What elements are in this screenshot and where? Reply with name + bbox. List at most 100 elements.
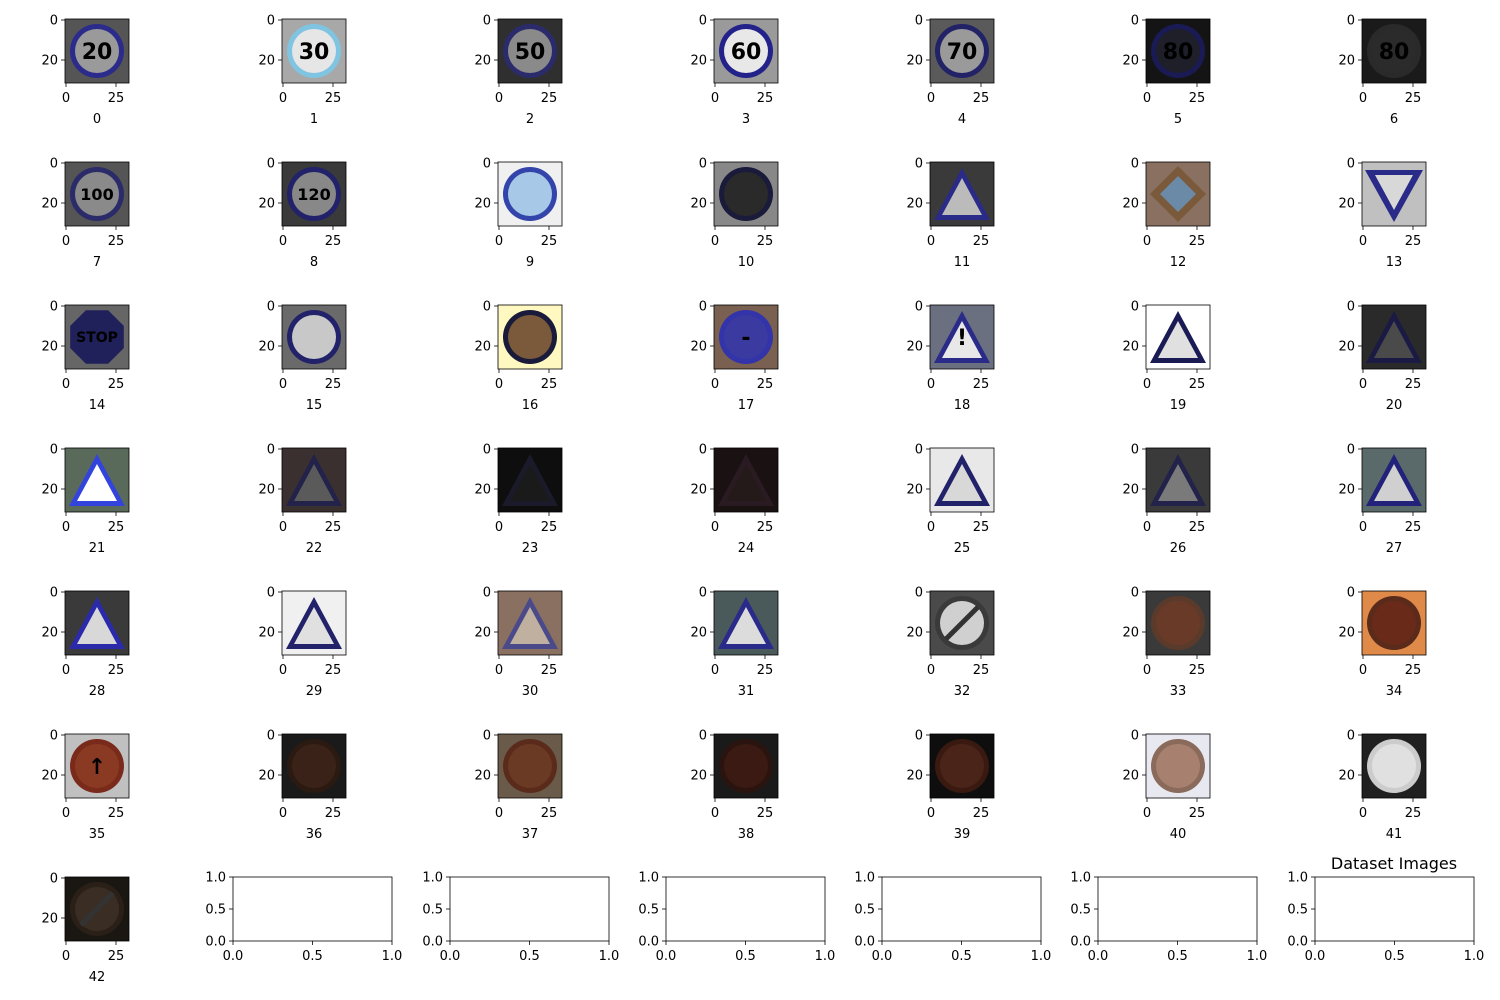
- y-tick-label: 0.0: [1287, 935, 1308, 950]
- image-panel: 0 25 0 20 11: [906, 157, 995, 270]
- x-tick-label: 25: [108, 663, 125, 678]
- y-tick-label: 0.5: [1287, 903, 1308, 918]
- image-panel: 0 25 0 20 30: [474, 586, 563, 699]
- y-tick-label: 0: [1131, 443, 1139, 458]
- y-tick-label: 0: [1131, 157, 1139, 172]
- x-tick-label: 0.0: [656, 949, 677, 964]
- sign-face: [1160, 176, 1196, 212]
- axes-frame: [713, 18, 779, 84]
- class-label: 4: [958, 112, 966, 127]
- axes-frame: [497, 733, 563, 799]
- sign-glyph: 30: [299, 40, 330, 65]
- axes-frame: [1145, 304, 1211, 370]
- axes-frame: [1314, 876, 1475, 942]
- class-label: 29: [306, 684, 323, 699]
- y-tick-label: 0: [483, 729, 491, 744]
- x-tick-label: 25: [325, 806, 342, 821]
- y-tick-label: 0: [1347, 443, 1355, 458]
- axes-frame: [929, 304, 995, 370]
- x-tick-label: 25: [108, 806, 125, 821]
- y-tick-label: 0: [699, 729, 707, 744]
- class-label: 35: [89, 827, 106, 842]
- y-tick-label: 0.0: [638, 935, 659, 950]
- x-tick-label: 25: [973, 91, 990, 106]
- axes-frame: [497, 18, 563, 84]
- x-tick-label: 25: [108, 377, 125, 392]
- x-tick-label: 0: [279, 91, 287, 106]
- class-label: 37: [522, 827, 539, 842]
- sign-glyph: 120: [297, 185, 330, 204]
- axes-frame: [281, 161, 347, 227]
- axes-frame: [281, 304, 347, 370]
- image-panel: 0 25 0 20 28: [41, 586, 130, 699]
- sign-face: [294, 464, 334, 501]
- image-panel: ! 0 25 0 20 18: [906, 300, 995, 413]
- y-tick-label: 20: [41, 483, 58, 498]
- y-tick-label: 20: [690, 769, 707, 784]
- axes-frame: [1361, 18, 1427, 84]
- sign-glyph: 100: [80, 185, 113, 204]
- image-panel: 0 25 0 20 19: [1122, 300, 1211, 413]
- x-tick-label: 0.0: [440, 949, 461, 964]
- y-tick-label: 20: [474, 626, 491, 641]
- image-panel: 0 25 0 20 36: [258, 729, 347, 842]
- class-label: 26: [1170, 541, 1187, 556]
- y-tick-label: 0.0: [422, 935, 443, 950]
- y-tick-label: 1.0: [205, 871, 226, 886]
- y-tick-label: 1.0: [638, 871, 659, 886]
- y-tick-label: 0: [1347, 300, 1355, 315]
- axes-frame: [64, 447, 130, 513]
- sign-glyph: !: [957, 326, 967, 351]
- class-label: 28: [89, 684, 106, 699]
- class-label: 21: [89, 541, 106, 556]
- y-tick-label: 20: [258, 197, 275, 212]
- y-tick-label: 0: [267, 157, 275, 172]
- x-tick-label: 0: [927, 806, 935, 821]
- axes-frame: [1361, 447, 1427, 513]
- y-tick-label: 1.0: [854, 871, 875, 886]
- x-tick-label: 1.0: [1247, 949, 1268, 964]
- axes-frame: [713, 590, 779, 656]
- x-tick-label: 25: [108, 91, 125, 106]
- x-tick-label: 25: [757, 377, 774, 392]
- x-tick-label: 25: [1405, 377, 1422, 392]
- sign-face: [75, 172, 119, 216]
- image-panel: 0 25 0 20 29: [258, 586, 347, 699]
- sign-face: [1156, 744, 1200, 788]
- axes-frame: [929, 733, 995, 799]
- sign-face: [292, 172, 336, 216]
- image-panel: 80 0 25 0 20 5: [1122, 14, 1211, 127]
- image-panel: 0 25 0 20 16: [474, 300, 563, 413]
- y-tick-label: 0: [483, 443, 491, 458]
- class-label: 18: [954, 398, 971, 413]
- axes-frame: [281, 447, 347, 513]
- y-tick-label: 20: [41, 769, 58, 784]
- axes-frame: [1361, 304, 1427, 370]
- class-label: 23: [522, 541, 539, 556]
- class-label: 6: [1390, 112, 1398, 127]
- y-tick-label: 0: [50, 14, 58, 29]
- y-tick-label: 20: [690, 197, 707, 212]
- sign-face: [292, 744, 336, 788]
- y-tick-label: 0: [50, 443, 58, 458]
- x-tick-label: 0: [1359, 377, 1367, 392]
- x-tick-label: 25: [1189, 806, 1206, 821]
- class-label: 31: [738, 684, 755, 699]
- axes-frame: [1145, 161, 1211, 227]
- class-label: 1: [310, 112, 318, 127]
- sign-face: [294, 607, 334, 644]
- axes-frame: [1145, 18, 1211, 84]
- y-tick-label: 20: [906, 626, 923, 641]
- sign-face: [508, 744, 552, 788]
- image-panel: 50 0 25 0 20 2: [474, 14, 563, 127]
- x-tick-label: 0: [495, 91, 503, 106]
- sign-face: [1156, 29, 1200, 73]
- image-panel: 0 25 0 20 9: [474, 157, 563, 270]
- axes-frame: [64, 876, 130, 942]
- x-tick-label: 25: [757, 663, 774, 678]
- x-tick-label: 0.5: [519, 949, 540, 964]
- image-panel: 0 25 0 20 42: [41, 872, 130, 985]
- x-tick-label: 0: [1143, 520, 1151, 535]
- x-tick-label: 0: [711, 520, 719, 535]
- x-tick-label: 0: [279, 663, 287, 678]
